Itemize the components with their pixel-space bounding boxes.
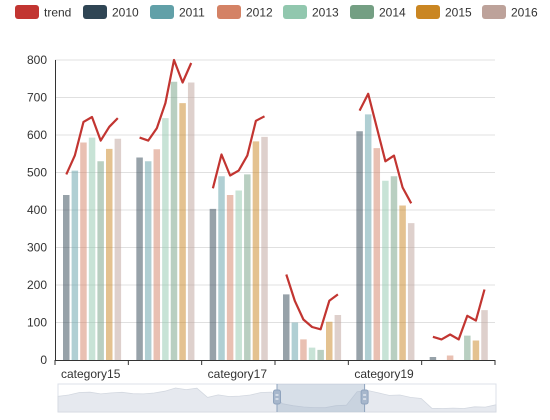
bar-2012-category19 <box>373 148 381 360</box>
bar-2013-category15 <box>88 137 96 360</box>
bar-2016-category16 <box>187 82 195 360</box>
y-tick-label: 300 <box>27 241 47 255</box>
bar-series <box>63 81 488 360</box>
x-tick-label: category17 <box>208 367 268 381</box>
legend-label: 2013 <box>312 6 339 20</box>
legend-swatch <box>482 5 506 19</box>
bar-2010-category19 <box>356 131 363 360</box>
x-tick-label: category19 <box>354 367 414 381</box>
bar-2010-category18 <box>283 294 290 360</box>
bar-2016-category20 <box>481 310 488 360</box>
y-axis-labels: 0 100 200 300 400 500 600 700 800 <box>27 53 47 367</box>
legend-label: 2012 <box>246 6 273 20</box>
legend-item-trend[interactable]: trend <box>15 5 71 20</box>
legend-swatch <box>217 5 241 19</box>
bar-2012-category17 <box>226 195 234 360</box>
legend-item-2016[interactable]: 2016 <box>482 5 538 20</box>
legend-swatch <box>283 5 307 19</box>
bar-2012-category16 <box>153 149 161 360</box>
bar-2016-category17 <box>261 136 268 360</box>
y-tick-label: 600 <box>27 128 47 142</box>
trend-line-category19 <box>358 92 413 204</box>
zoom-selection[interactable] <box>277 384 365 412</box>
legend-label: 2010 <box>112 6 139 20</box>
bar-2011-category17 <box>218 176 225 360</box>
trend-line-category20 <box>432 289 486 341</box>
legend-label: 2011 <box>179 6 205 20</box>
bar-2015-category16 <box>179 103 186 360</box>
bar-2013-category18 <box>308 347 316 360</box>
bar-2014-category17 <box>244 174 251 360</box>
bar-2015-category20 <box>472 340 480 360</box>
legend-label: trend <box>44 6 71 20</box>
bar-2011-category19 <box>364 114 372 360</box>
y-tick-label: 800 <box>27 53 47 67</box>
bar-2013-category19 <box>382 180 389 360</box>
bar-2010-category17 <box>209 208 217 360</box>
y-tick-label: 0 <box>40 353 47 367</box>
bar-2012-category18 <box>300 339 307 360</box>
bar-2011-category15 <box>71 170 79 360</box>
x-axis: category15 category17 category19 <box>54 60 496 381</box>
legend-label: 2016 <box>511 6 538 20</box>
zoom-handle-grip[interactable] <box>273 389 281 405</box>
legend-item-2012[interactable]: 2012 <box>217 5 273 20</box>
legend-item-2010[interactable]: 2010 <box>83 5 139 20</box>
y-tick-label: 400 <box>27 203 47 217</box>
bar-2013-category16 <box>162 118 169 360</box>
legend-label: 2014 <box>379 6 406 20</box>
legend-item-2013[interactable]: 2013 <box>283 5 339 20</box>
bar-2014-category18 <box>317 349 324 360</box>
bar-2014-category20 <box>464 335 471 360</box>
bar-2013-category17 <box>235 190 242 360</box>
bar-2010-category20 <box>429 357 437 360</box>
zoom-handle-left[interactable] <box>273 384 281 412</box>
bar-2012-category15 <box>80 142 87 360</box>
legend-swatch <box>83 5 107 19</box>
trend-line-category17 <box>211 115 266 189</box>
y-tick-label: 100 <box>27 316 47 330</box>
bar-2014-category15 <box>97 161 104 360</box>
legend-swatch <box>150 5 174 19</box>
legend-item-2014[interactable]: 2014 <box>350 5 406 20</box>
y-tick-label: 700 <box>27 91 47 105</box>
x-tick-label: category15 <box>61 367 121 381</box>
bar-2010-category15 <box>63 195 70 360</box>
bar-2011-category16 <box>144 161 152 360</box>
trend-line-category15 <box>65 115 119 175</box>
zoom-handle-grip[interactable] <box>360 389 369 405</box>
zoom-handle-right[interactable] <box>360 384 369 412</box>
bar-2011-category18 <box>291 322 299 360</box>
bar-2014-category19 <box>390 176 398 360</box>
y-tick-label: 200 <box>27 278 47 292</box>
bar-2015-category15 <box>106 148 113 360</box>
bar-2012-category20 <box>446 355 454 360</box>
data-zoom-slider[interactable] <box>57 383 497 413</box>
legend-item-2015[interactable]: 2015 <box>416 5 472 20</box>
trend-lines <box>65 58 486 341</box>
bar-2016-category15 <box>114 138 122 360</box>
trend-line-category16 <box>139 58 193 142</box>
y-tick-label: 500 <box>27 166 47 180</box>
legend-swatch <box>350 5 374 19</box>
bar-2016-category18 <box>334 315 342 360</box>
bar-2016-category19 <box>407 223 415 360</box>
legend-item-2011[interactable]: 2011 <box>150 5 205 20</box>
bar-2014-category16 <box>170 81 178 360</box>
trend-line-category18 <box>285 274 339 331</box>
legend-label: 2015 <box>445 6 472 20</box>
bar-2015-category19 <box>399 205 406 360</box>
legend-swatch <box>15 5 39 19</box>
bar-2010-category16 <box>136 157 143 360</box>
bar-2015-category18 <box>326 321 333 360</box>
legend[interactable]: trend 2010 2011 2012 2013 2014 2015 2016 <box>15 5 538 20</box>
bar-2015-category17 <box>252 141 260 360</box>
grid-lines <box>55 59 495 323</box>
legend-swatch <box>416 5 440 19</box>
